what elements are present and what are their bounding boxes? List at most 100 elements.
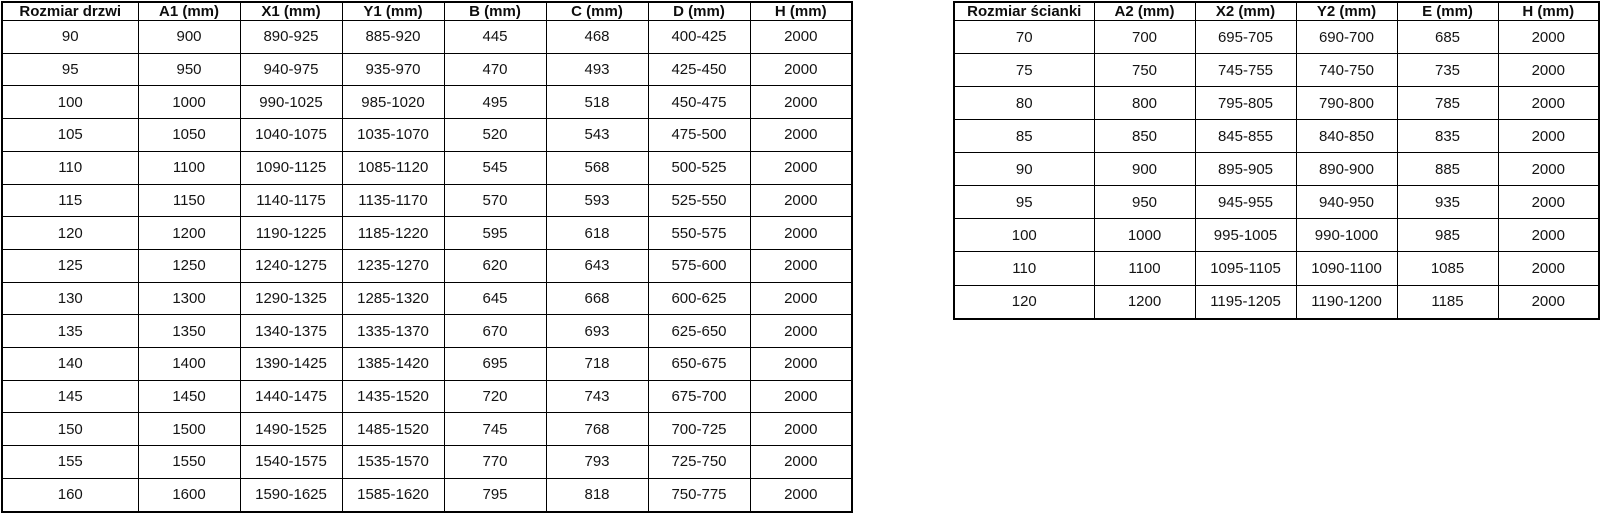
table-cell: 500-525 — [647, 150, 751, 185]
table-cell: 1200 — [137, 216, 241, 250]
table-row: 85 850 845-855 840-850 835 2000 — [953, 119, 1600, 154]
table-row: 90 900 895-905 890-900 885 2000 — [953, 152, 1600, 187]
table-cell: 2000 — [1497, 86, 1600, 121]
table-cell: 650-675 — [647, 347, 751, 381]
table-row: 100 1000 990-1025 985-1020 495 518 450-475 2000 — [1, 85, 853, 120]
table-cell: 990-1000 — [1295, 218, 1398, 253]
column-header: D (mm) — [647, 1, 751, 21]
table-cell: 1540-1575 — [239, 445, 343, 479]
table-cell: 2000 — [749, 85, 853, 120]
table-cell: 2000 — [749, 445, 853, 479]
column-header: H (mm) — [749, 1, 853, 21]
table-cell: 450-475 — [647, 85, 751, 120]
table-cell: 845-855 — [1194, 119, 1297, 154]
table-cell: 1135-1170 — [341, 183, 445, 218]
table-cell: 568 — [545, 150, 649, 185]
column-header: Y2 (mm) — [1295, 1, 1398, 21]
table-cell: 1035-1070 — [341, 118, 445, 152]
table-cell: 518 — [545, 85, 649, 120]
table-cell: 100 — [953, 218, 1095, 253]
table-cell: 685 — [1396, 19, 1499, 55]
table-cell: 125 — [1, 248, 139, 283]
table-cell: 725-750 — [647, 445, 751, 479]
table-cell: 700-725 — [647, 412, 751, 447]
table-cell: 85 — [953, 119, 1095, 154]
table-cell: 95 — [1, 52, 139, 87]
table-row: 95 950 940-975 935-970 470 493 425-450 2000 — [1, 52, 853, 87]
column-header: X2 (mm) — [1194, 1, 1297, 21]
table-cell: 693 — [545, 314, 649, 349]
table-cell: 2000 — [749, 183, 853, 218]
table-cell: 150 — [1, 412, 139, 447]
table-cell: 445 — [443, 20, 547, 54]
table-cell: 670 — [443, 314, 547, 349]
table-cell: 718 — [545, 347, 649, 381]
table-cell: 100 — [1, 85, 139, 120]
table-cell: 2000 — [1497, 119, 1600, 154]
table-cell: 768 — [545, 412, 649, 447]
column-header: Rozmiar ścianki — [953, 1, 1095, 21]
column-header: C (mm) — [545, 1, 649, 21]
table-cell: 155 — [1, 445, 139, 479]
table-cell: 945-955 — [1194, 185, 1297, 220]
table-cell: 90 — [953, 152, 1095, 187]
table-cell: 520 — [443, 118, 547, 152]
table-cell: 495 — [443, 85, 547, 120]
table-cell: 160 — [1, 477, 139, 513]
table-cell: 550-575 — [647, 216, 751, 250]
table-cell: 818 — [545, 477, 649, 513]
table-cell: 95 — [953, 185, 1095, 220]
table-cell: 1590-1625 — [239, 477, 343, 513]
table-cell: 1600 — [137, 477, 241, 513]
table-cell: 625-650 — [647, 314, 751, 349]
table-cell: 1585-1620 — [341, 477, 445, 513]
table-cell: 735 — [1396, 53, 1499, 88]
table-cell: 1400 — [137, 347, 241, 381]
table-cell: 1535-1570 — [341, 445, 445, 479]
table-cell: 475-500 — [647, 118, 751, 152]
table-cell: 1090-1125 — [239, 150, 343, 185]
table-cell: 2000 — [1497, 19, 1600, 55]
table-cell: 1390-1425 — [239, 347, 343, 381]
table-cell: 2000 — [1497, 218, 1600, 253]
table-row: 140 1400 1390-1425 1385-1420 695 718 650-675 20… — [1, 347, 853, 381]
table-cell: 140 — [1, 347, 139, 381]
table-cell: 1485-1520 — [341, 412, 445, 447]
table-cell: 1100 — [1093, 251, 1196, 286]
table-cell: 668 — [545, 281, 649, 316]
table-cell: 1050 — [137, 118, 241, 152]
table-cell: 840-850 — [1295, 119, 1398, 154]
header-row: Rozmiar ścianki A2 (mm) X2 (mm) Y2 (mm) E (m… — [953, 1, 1600, 21]
table-cell: 1190-1225 — [239, 216, 343, 250]
table-cell: 785 — [1396, 86, 1499, 121]
table-cell: 1250 — [137, 248, 241, 283]
table-cell: 1200 — [1093, 284, 1196, 320]
table-cell: 1140-1175 — [239, 183, 343, 218]
table-row: 95 950 945-955 940-950 935 2000 — [953, 185, 1600, 220]
table-cell: 1150 — [137, 183, 241, 218]
table-cell: 1040-1075 — [239, 118, 343, 152]
table-cell: 1450 — [137, 379, 241, 414]
table-cell: 700 — [1093, 19, 1196, 55]
table-row: 110 1100 1090-1125 1085-1120 545 568 500-525 20… — [1, 150, 853, 185]
column-header: X1 (mm) — [239, 1, 343, 21]
table-cell: 950 — [137, 52, 241, 87]
column-header: Y1 (mm) — [341, 1, 445, 21]
table-cell: 790-800 — [1295, 86, 1398, 121]
table-cell: 900 — [137, 20, 241, 54]
table-row: 145 1450 1440-1475 1435-1520 720 743 675-700 20… — [1, 379, 853, 414]
table-cell: 2000 — [749, 379, 853, 414]
table-cell: 120 — [953, 284, 1095, 320]
table-cell: 1100 — [137, 150, 241, 185]
table-cell: 115 — [1, 183, 139, 218]
table-cell: 1435-1520 — [341, 379, 445, 414]
table-cell: 895-905 — [1194, 152, 1297, 187]
table-cell: 90 — [1, 20, 139, 54]
table-row: 125 1250 1240-1275 1235-1270 620 643 575-600 20… — [1, 248, 853, 283]
table-cell: 575-600 — [647, 248, 751, 283]
table-cell: 675-700 — [647, 379, 751, 414]
table-cell: 795 — [443, 477, 547, 513]
table-cell: 745 — [443, 412, 547, 447]
table-cell: 2000 — [1497, 251, 1600, 286]
